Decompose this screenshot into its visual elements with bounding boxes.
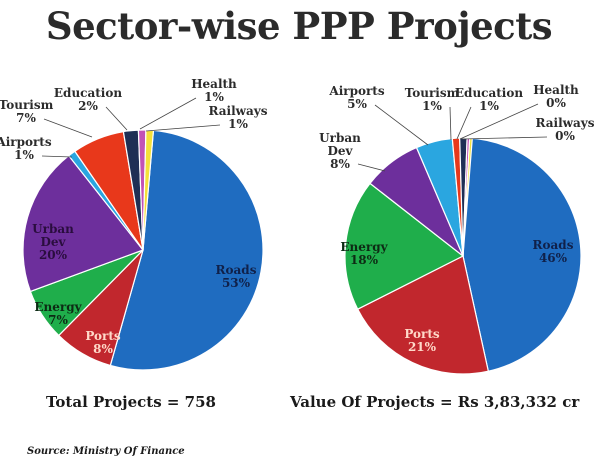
slice-label-railways: Railways 0% xyxy=(536,116,595,143)
slice-label-urban-dev: Urban Dev 20% xyxy=(32,222,74,262)
slice-label-roads: Roads 46% xyxy=(533,238,574,265)
leader-line-health xyxy=(459,103,539,140)
leader-line-tourism xyxy=(43,118,93,138)
slice-label-airports: Airports 1% xyxy=(0,135,52,162)
slice-label-tourism: Tourism 1% xyxy=(405,86,460,113)
leader-line-railways xyxy=(461,136,548,140)
pie-slice-energy xyxy=(344,182,465,311)
slice-label-roads: Roads 53% xyxy=(216,263,257,290)
pie-chart-2: Roads 46% Ports 21% Energy 18% Urban Dev 8% Airpo… xyxy=(319,83,595,375)
pie-chart-1: Roads 53% Ports 8%Energy 7% Urban Dev 20% Airpor… xyxy=(0,77,268,371)
chart-title: Sector-wise PPP Projects xyxy=(45,4,553,48)
leader-line-urban-dev xyxy=(357,163,386,172)
leader-line-health xyxy=(139,97,197,130)
leader-line-education xyxy=(456,106,472,140)
pie-slice-roads xyxy=(462,137,582,372)
slice-label-ports: Ports 8% xyxy=(85,329,121,356)
slice-label-health: Health 1% xyxy=(191,77,237,104)
slice-label-airports: Airports 5% xyxy=(328,84,384,111)
slice-label-education: Education 2% xyxy=(54,86,122,113)
slice-label-education: Education 1% xyxy=(455,86,523,113)
slice-label-ports: Ports 21% xyxy=(404,327,440,354)
leader-line-airports xyxy=(41,155,73,158)
leader-line-education xyxy=(105,106,128,131)
total-projects-caption: Total Projects = 758 xyxy=(45,393,216,411)
slice-label-railways: Railways 1% xyxy=(209,104,268,131)
source-note: Source: Ministry Of Finance xyxy=(27,446,185,457)
value-of-projects-caption: Value Of Projects = Rs 3,83,332 cr xyxy=(290,393,580,411)
leader-line-railways xyxy=(145,124,221,132)
slice-label-urban-dev: Urban Dev 8% xyxy=(319,131,361,171)
leader-line-tourism xyxy=(449,106,452,141)
slice-label-energy: Energy 7% xyxy=(34,300,82,327)
slice-label-tourism: Tourism 7% xyxy=(0,98,54,125)
pie-slice-ports xyxy=(356,255,490,375)
pie-slice-urban-dev xyxy=(22,154,144,293)
slice-label-energy: Energy 18% xyxy=(340,240,388,267)
slice-label-health: Health 0% xyxy=(533,83,579,110)
leader-line-airports xyxy=(374,104,429,146)
